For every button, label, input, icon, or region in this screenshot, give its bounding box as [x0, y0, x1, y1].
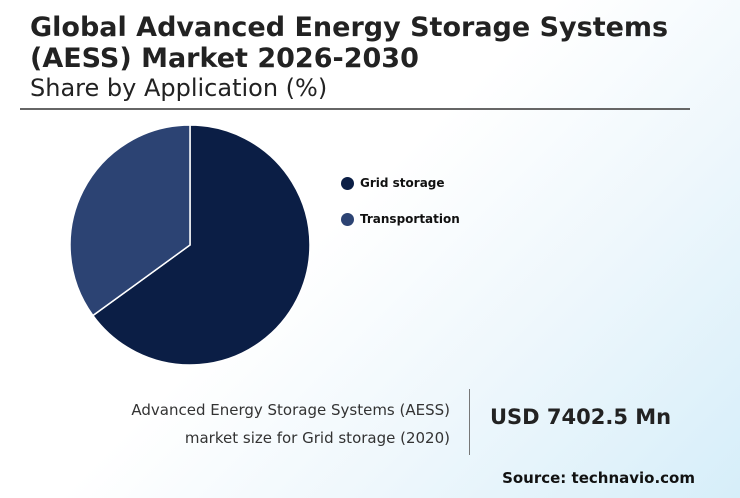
- market-size-description: Advanced Energy Storage Systems (AESS) m…: [131, 396, 450, 452]
- chart-subtitle: Share by Application (%): [30, 74, 328, 102]
- legend: Grid storage Transportation: [341, 174, 460, 246]
- pie-chart: [69, 124, 311, 366]
- pie-slice-grid-storage: [91, 124, 311, 366]
- title-divider: [20, 108, 690, 110]
- market-size-value: USD 7402.5 Mn: [490, 405, 672, 429]
- legend-item-grid-storage: Grid storage: [341, 174, 460, 192]
- legend-label-transportation: Transportation: [360, 212, 460, 226]
- chart-title: Global Advanced Energy Storage Systems (…: [30, 12, 669, 74]
- market-size-description-line1: Advanced Energy Storage Systems (AESS): [131, 401, 450, 419]
- market-size-description-line2: market size for Grid storage (2020): [184, 429, 450, 447]
- legend-swatch-transportation: [341, 212, 354, 226]
- legend-swatch-grid-storage: [341, 176, 354, 190]
- pie-slice-transportation: [69, 124, 191, 317]
- source-credit: Source: technavio.com: [502, 469, 695, 487]
- legend-item-transportation: Transportation: [341, 210, 460, 228]
- legend-label-grid-storage: Grid storage: [360, 176, 445, 190]
- stat-divider: [469, 389, 470, 455]
